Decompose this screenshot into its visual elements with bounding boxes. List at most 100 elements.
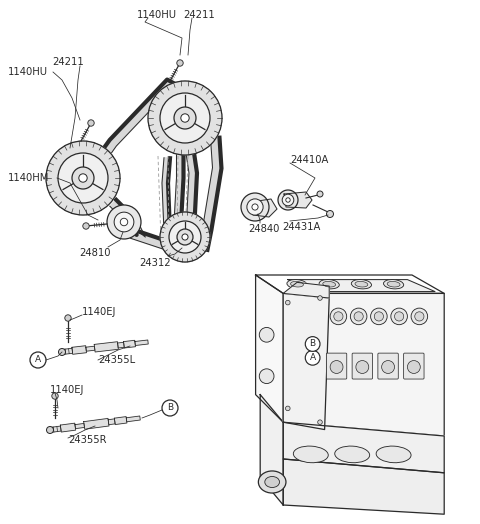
Circle shape <box>88 120 94 126</box>
Circle shape <box>177 229 193 245</box>
FancyBboxPatch shape <box>404 353 424 379</box>
Ellipse shape <box>265 476 279 487</box>
Ellipse shape <box>387 281 400 287</box>
Polygon shape <box>135 340 148 345</box>
Circle shape <box>177 60 183 66</box>
Ellipse shape <box>335 446 370 463</box>
Circle shape <box>148 81 222 155</box>
Polygon shape <box>288 280 435 291</box>
Text: 24410A: 24410A <box>290 155 328 165</box>
Text: 24355L: 24355L <box>98 355 135 365</box>
Circle shape <box>286 198 290 202</box>
Polygon shape <box>123 340 135 348</box>
Circle shape <box>72 167 94 189</box>
Circle shape <box>83 223 89 229</box>
Circle shape <box>391 308 408 325</box>
Circle shape <box>282 194 294 206</box>
Circle shape <box>330 361 343 374</box>
Text: 24355R: 24355R <box>68 435 107 445</box>
Ellipse shape <box>351 279 372 289</box>
Text: 1140HU: 1140HU <box>8 67 48 77</box>
Text: 24431A: 24431A <box>282 222 320 232</box>
Circle shape <box>318 420 322 424</box>
Ellipse shape <box>287 279 307 289</box>
Polygon shape <box>49 426 61 432</box>
Polygon shape <box>173 153 183 232</box>
Polygon shape <box>75 423 84 429</box>
Polygon shape <box>108 419 115 424</box>
Circle shape <box>47 427 53 433</box>
Text: 24211: 24211 <box>52 57 84 67</box>
Ellipse shape <box>258 471 286 493</box>
Polygon shape <box>283 459 444 514</box>
Circle shape <box>334 312 343 321</box>
Circle shape <box>415 312 424 321</box>
Ellipse shape <box>323 281 336 287</box>
Circle shape <box>350 308 367 325</box>
Polygon shape <box>283 282 329 298</box>
Circle shape <box>58 153 108 203</box>
Text: 24312: 24312 <box>139 258 171 268</box>
Polygon shape <box>118 342 124 348</box>
Polygon shape <box>199 138 221 250</box>
Polygon shape <box>84 419 109 429</box>
Polygon shape <box>114 417 127 424</box>
Ellipse shape <box>355 281 368 287</box>
Text: 1140EJ: 1140EJ <box>82 307 116 317</box>
Circle shape <box>160 93 210 143</box>
Circle shape <box>182 234 188 240</box>
Polygon shape <box>86 346 95 351</box>
Circle shape <box>395 312 404 321</box>
Circle shape <box>305 351 320 365</box>
Circle shape <box>330 308 347 325</box>
Circle shape <box>65 315 71 321</box>
Text: B: B <box>167 403 173 412</box>
Circle shape <box>174 107 196 129</box>
Circle shape <box>382 361 395 374</box>
Circle shape <box>181 114 189 122</box>
Circle shape <box>107 205 141 239</box>
Circle shape <box>374 312 384 321</box>
Ellipse shape <box>290 281 303 287</box>
Circle shape <box>114 212 134 232</box>
Text: 1140HM: 1140HM <box>8 173 49 183</box>
Polygon shape <box>283 293 444 436</box>
Circle shape <box>52 393 58 399</box>
Polygon shape <box>284 192 312 208</box>
Circle shape <box>259 369 274 384</box>
Text: 24840: 24840 <box>248 224 279 234</box>
FancyBboxPatch shape <box>352 353 372 379</box>
Polygon shape <box>283 422 444 473</box>
Circle shape <box>411 308 428 325</box>
Circle shape <box>259 328 274 342</box>
FancyBboxPatch shape <box>326 353 347 379</box>
Text: A: A <box>35 355 41 365</box>
Polygon shape <box>60 423 76 432</box>
Circle shape <box>79 174 87 182</box>
Polygon shape <box>126 416 140 422</box>
Text: 1140HU: 1140HU <box>137 10 177 20</box>
Circle shape <box>371 308 387 325</box>
Polygon shape <box>255 275 283 422</box>
Polygon shape <box>260 395 283 505</box>
Ellipse shape <box>293 446 328 463</box>
Text: 24810: 24810 <box>79 248 111 258</box>
Circle shape <box>120 219 128 226</box>
Circle shape <box>286 300 290 305</box>
Polygon shape <box>255 275 444 293</box>
Text: 1140EJ: 1140EJ <box>50 385 84 395</box>
Polygon shape <box>72 346 86 354</box>
Polygon shape <box>62 348 72 354</box>
Circle shape <box>354 312 363 321</box>
Circle shape <box>252 204 258 210</box>
Polygon shape <box>94 342 119 352</box>
Circle shape <box>317 191 323 197</box>
Polygon shape <box>186 152 197 232</box>
Circle shape <box>169 221 201 253</box>
Circle shape <box>286 406 290 411</box>
Polygon shape <box>110 200 145 237</box>
Circle shape <box>278 190 298 210</box>
Circle shape <box>160 212 210 262</box>
Text: B: B <box>310 340 316 348</box>
Circle shape <box>59 348 65 355</box>
